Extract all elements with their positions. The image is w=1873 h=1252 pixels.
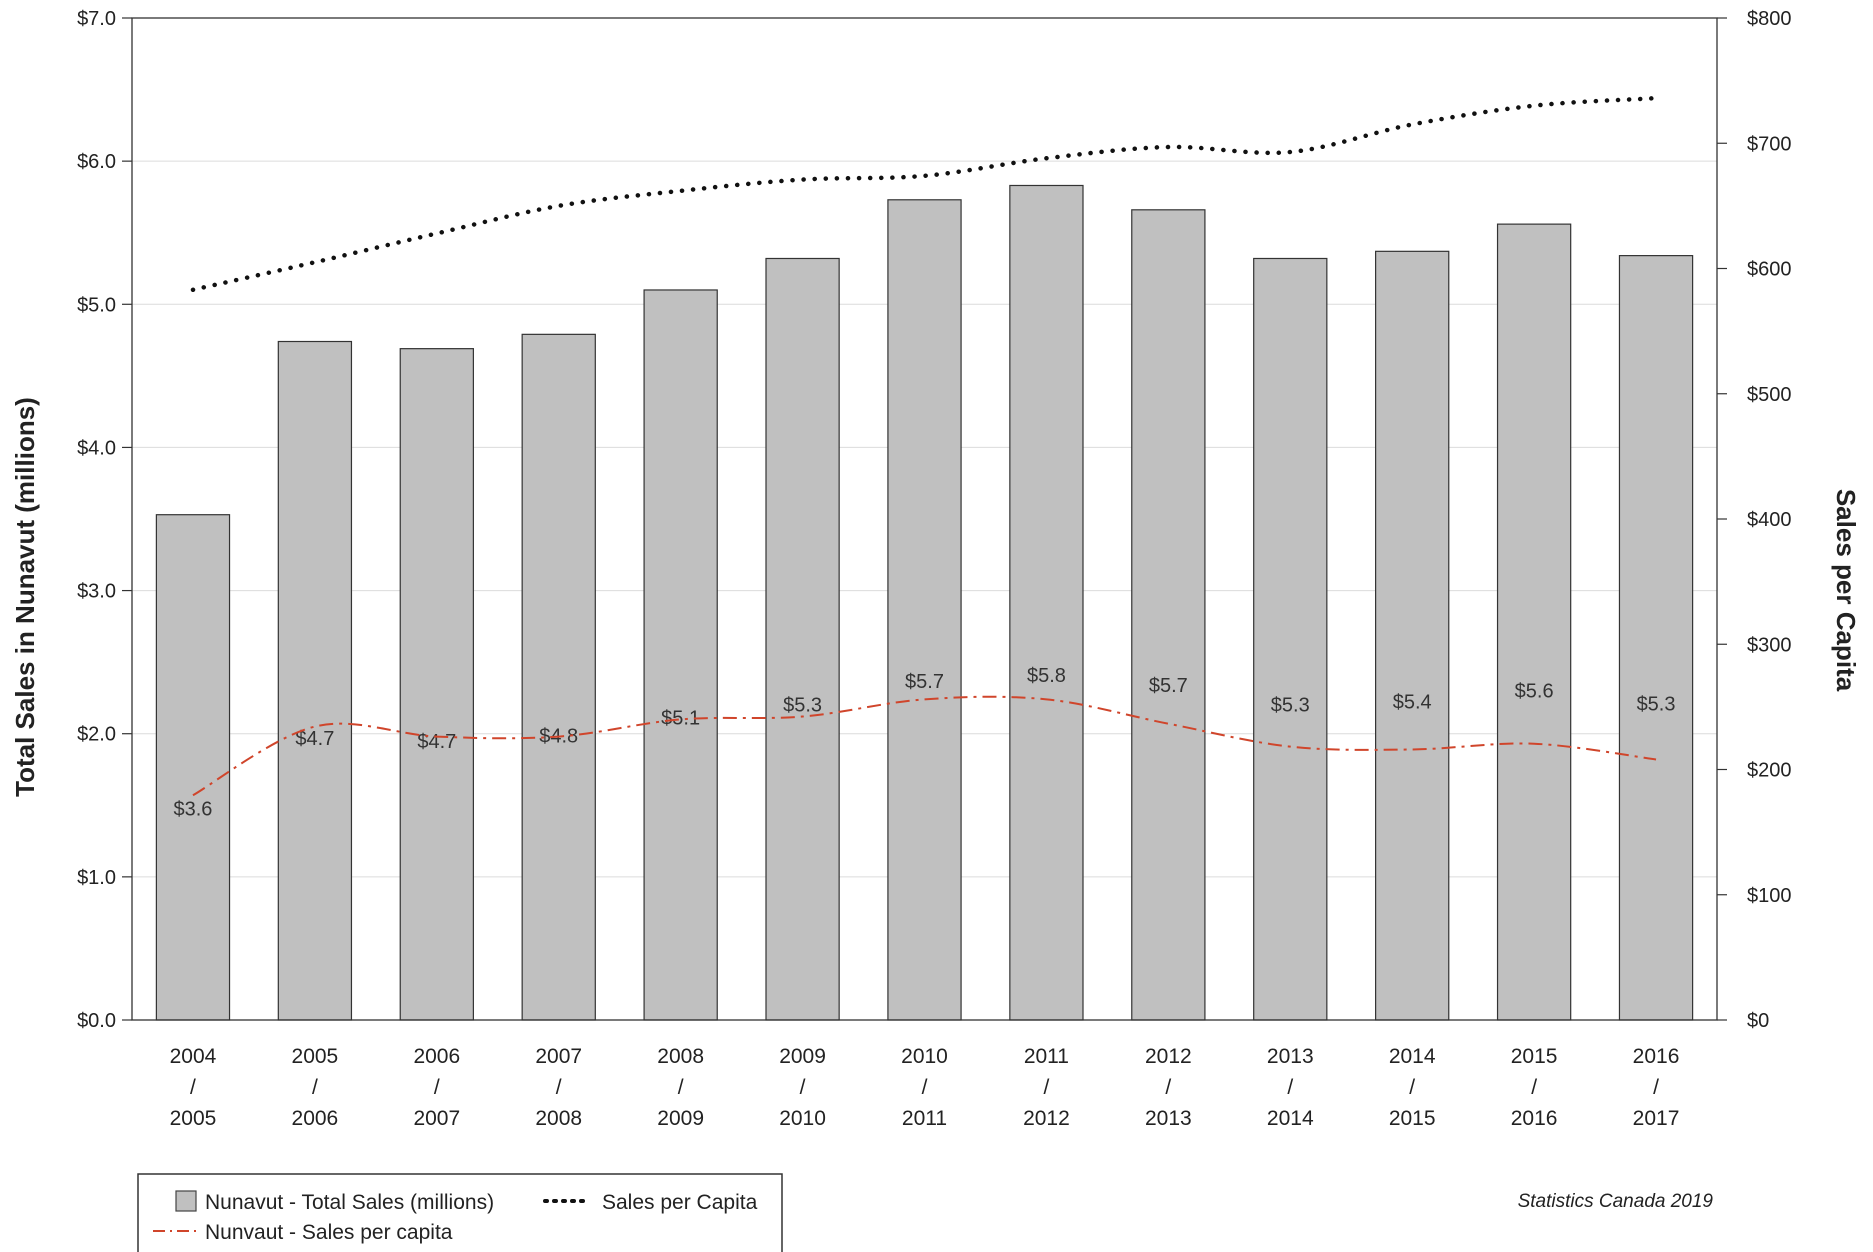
legend-label-total-sales: Nunavut - Total Sales (millions)	[205, 1191, 494, 1214]
category-label: 2012	[1145, 1045, 1192, 1068]
right-tick-label: $700	[1747, 133, 1792, 155]
category-label: 2011	[902, 1107, 947, 1130]
right-tick-label: $0	[1747, 1010, 1769, 1032]
category-label: 2010	[901, 1045, 948, 1068]
right-tick-label: $600	[1747, 259, 1792, 281]
category-label: 2005	[170, 1107, 217, 1130]
category-label: /	[190, 1076, 196, 1099]
bar-data-label: $4.7	[417, 731, 456, 753]
category-label: /	[434, 1076, 440, 1099]
left-tick-label: $0.0	[77, 1010, 116, 1032]
category-labels: 2004 / 2005 2005 / 2006 2006 / 2007 2007 / 2008 2008…	[170, 1045, 1680, 1130]
right-tick-label: $400	[1747, 509, 1792, 531]
category-label: /	[1165, 1076, 1171, 1099]
bar	[399, 348, 474, 1021]
category-label: /	[1044, 1076, 1050, 1099]
category-label: 2012	[1023, 1107, 1070, 1130]
bar	[1496, 223, 1572, 1021]
bar-data-label: $5.4	[1393, 692, 1432, 714]
right-tick-label: $500	[1747, 384, 1792, 406]
sales-per-capita-line	[190, 95, 1659, 293]
bar-data-label: $5.3	[1637, 693, 1676, 715]
category-label: 2008	[535, 1107, 582, 1130]
category-label: /	[1653, 1076, 1659, 1099]
category-label: 2013	[1267, 1045, 1314, 1068]
category-label: 2013	[1145, 1107, 1192, 1130]
left-tick-label: $1.0	[77, 867, 116, 889]
source-note: Statistics Canada 2019	[1518, 1191, 1714, 1212]
right-tick-label: $300	[1747, 634, 1792, 656]
bar	[1375, 250, 1450, 1021]
bar	[277, 340, 353, 1021]
bar	[1131, 209, 1206, 1021]
category-label: 2006	[292, 1107, 339, 1130]
legend-bar-swatch	[175, 1190, 197, 1212]
category-label: 2006	[413, 1045, 460, 1068]
bar	[765, 257, 840, 1021]
bar-data-label: $3.6	[173, 798, 212, 820]
category-label: 2011	[1024, 1045, 1069, 1068]
category-label: /	[1409, 1076, 1415, 1099]
legend: Nunavut - Total Sales (millions) Sales p…	[137, 1173, 783, 1252]
category-label: 2015	[1389, 1107, 1436, 1130]
category-label: 2016	[1633, 1045, 1680, 1068]
left-axis-ticks: $0.0 $1.0 $2.0 $3.0 $4.0 $5.0 $6.0 $7.0	[77, 8, 132, 1032]
bar-data-label: $5.7	[905, 671, 944, 693]
left-axis-title: Total Sales in Nunavut (millions)	[10, 397, 40, 797]
bar-data-label: $5.3	[1271, 695, 1310, 717]
right-axis-title: Sales per Capita	[1831, 489, 1861, 692]
bar-data-label: $4.7	[295, 728, 334, 750]
nunvaut-per-capita-line	[192, 695, 1657, 797]
category-label: 2008	[657, 1045, 704, 1068]
bar-data-label: $5.6	[1515, 681, 1554, 703]
category-label: /	[1287, 1076, 1293, 1099]
bar-data-label: $5.1	[661, 707, 700, 729]
category-label: 2004	[170, 1045, 217, 1068]
left-tick-label: $6.0	[77, 151, 116, 173]
bar-series	[155, 184, 1694, 1021]
category-label: /	[678, 1076, 684, 1099]
bar	[155, 514, 231, 1021]
category-label: 2010	[779, 1107, 826, 1130]
left-tick-label: $3.0	[77, 581, 116, 603]
category-label: 2014	[1267, 1107, 1314, 1130]
left-tick-label: $5.0	[77, 294, 116, 316]
category-label: /	[922, 1076, 928, 1099]
right-axis-ticks: $0 $100 $200 $300 $400 $500 $600 $700 $800	[1717, 8, 1792, 1032]
legend-label-nunvaut-per-capita: Nunvaut - Sales per capita	[205, 1221, 453, 1244]
category-label: /	[556, 1076, 562, 1099]
bar-data-label: $5.3	[783, 695, 822, 717]
category-label: 2005	[292, 1045, 339, 1068]
category-label: 2017	[1633, 1107, 1680, 1130]
right-tick-label: $100	[1747, 885, 1792, 907]
category-label: 2009	[657, 1107, 704, 1130]
bar	[1618, 255, 1694, 1021]
legend-box	[137, 1173, 783, 1252]
category-label: /	[312, 1076, 318, 1099]
left-tick-label: $7.0	[77, 8, 116, 30]
legend-label-sales-per-capita: Sales per Capita	[602, 1191, 758, 1214]
category-label: 2007	[413, 1107, 460, 1130]
left-tick-label: $4.0	[77, 437, 116, 459]
category-label: 2009	[779, 1045, 826, 1068]
bar	[887, 199, 962, 1021]
right-tick-label: $800	[1747, 8, 1792, 30]
category-label: 2007	[535, 1045, 582, 1068]
line-series	[190, 95, 1659, 797]
bar	[521, 333, 596, 1021]
bar-data-label: $5.8	[1027, 665, 1066, 687]
category-label: /	[1531, 1076, 1537, 1099]
bar-data-label: $5.7	[1149, 675, 1188, 697]
category-label: 2015	[1511, 1045, 1558, 1068]
category-label: /	[800, 1076, 806, 1099]
category-label: 2016	[1511, 1107, 1558, 1130]
category-label: 2014	[1389, 1045, 1436, 1068]
bar	[1009, 184, 1084, 1021]
bar	[1253, 257, 1328, 1021]
left-tick-label: $2.0	[77, 724, 116, 746]
bar	[643, 289, 718, 1021]
right-tick-label: $200	[1747, 760, 1792, 782]
